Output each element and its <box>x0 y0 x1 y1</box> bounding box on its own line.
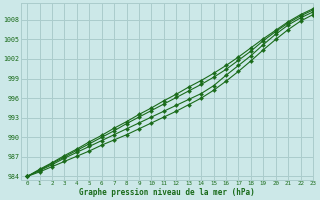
X-axis label: Graphe pression niveau de la mer (hPa): Graphe pression niveau de la mer (hPa) <box>79 188 255 197</box>
